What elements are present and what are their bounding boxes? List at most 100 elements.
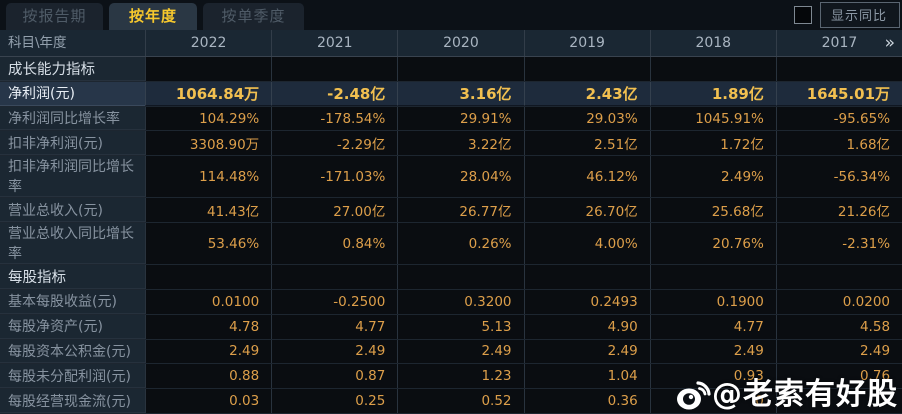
value-cell: 114.48% — [145, 156, 272, 198]
value-cell: 0.1900 — [649, 289, 776, 314]
tab-single-quarter[interactable]: 按单季度 — [203, 3, 304, 30]
value-cell — [271, 265, 398, 289]
row-label: 每股净资产(元) — [0, 314, 145, 339]
year-header-2022: 2022 — [145, 30, 271, 56]
value-cell: 4.77 — [649, 314, 776, 339]
value-cell: 2.49 — [775, 339, 902, 364]
value-cell: 2.49 — [649, 339, 776, 364]
value-cell: 29.03% — [523, 106, 650, 131]
value-cell: -2.31% — [775, 223, 902, 265]
more-years-chevron-icon[interactable]: » — [884, 33, 895, 53]
show-yoy-control: 显示同比 — [793, 2, 900, 28]
value-cell — [523, 265, 650, 289]
table-row: 净利润同比增长率 104.29% -178.54% 29.91% 29.03% 1045.… — [0, 106, 902, 132]
value-cell: 0.0200 — [775, 289, 902, 314]
value-cell: -171.03% — [271, 156, 398, 198]
value-cell: 26.70亿 — [523, 198, 650, 223]
value-cell: 4.90 — [523, 314, 650, 339]
table-row: 营业总收入(元) 41.43亿 27.00亿 26.77亿 26.70亿 25.68亿 21… — [0, 198, 902, 224]
row-label: 每股资本公积金(元) — [0, 339, 145, 364]
value-cell — [775, 57, 902, 81]
value-cell: 26.77亿 — [397, 198, 524, 223]
value-cell — [775, 389, 902, 413]
row-label: 扣非净利润(元) — [0, 131, 145, 156]
row-label: 营业总收入同比增长率 — [0, 223, 145, 265]
show-yoy-label[interactable]: 显示同比 — [819, 2, 900, 28]
value-cell — [145, 265, 272, 289]
value-cell: 3308.90万 — [145, 131, 272, 156]
row-label: 基本每股收益(元) — [0, 289, 145, 314]
corner-header-cell: 科目\年度 — [0, 30, 145, 56]
table-row: 扣非净利润同比增长率 114.48% -171.03% 28.04% 46.12% 2.4… — [0, 156, 902, 199]
value-cell: 0.26% — [397, 223, 524, 265]
value-cell: 46.12% — [523, 156, 650, 198]
value-cell: 53.46% — [145, 223, 272, 265]
section-row: 成长能力指标 — [0, 57, 902, 82]
row-label: 每股指标 — [0, 265, 145, 289]
value-cell: 0.2493 — [523, 289, 650, 314]
value-cell: 1.72亿 — [649, 131, 776, 156]
row-label: 成长能力指标 — [0, 57, 145, 81]
value-cell — [649, 57, 776, 81]
value-cell: -0.2500 — [271, 289, 398, 314]
value-cell: 3.22亿 — [397, 131, 524, 156]
value-cell: 1.23 — [397, 364, 524, 389]
value-cell: 0.36 — [523, 389, 650, 413]
value-cell: 25.68亿 — [649, 198, 776, 223]
value-cell: 41.43亿 — [145, 198, 272, 223]
year-header-2018: 2018 — [649, 30, 776, 56]
row-label: 营业总收入(元) — [0, 198, 145, 223]
value-cell: -2.29亿 — [271, 131, 398, 156]
value-cell: -178.54% — [271, 106, 398, 131]
value-cell: 4.58 — [775, 314, 902, 339]
value-cell — [397, 57, 524, 81]
show-yoy-checkbox[interactable] — [793, 6, 812, 24]
value-cell — [397, 265, 524, 289]
value-cell — [523, 57, 650, 81]
value-cell — [649, 265, 776, 289]
row-label: 扣非净利润同比增长率 — [0, 156, 145, 198]
value-cell: 1064.84万 — [145, 81, 272, 106]
value-cell: 0.25 — [271, 389, 398, 413]
value-cell: 2.49% — [649, 156, 776, 198]
value-cell — [775, 265, 902, 289]
tab-report-period[interactable]: 按报告期 — [6, 3, 103, 30]
value-cell — [271, 57, 398, 81]
table-row: 净利润(元) 1064.84万 -2.48亿 3.16亿 2.43亿 1.89亿 1645.… — [0, 81, 902, 107]
value-cell: 29.91% — [397, 106, 524, 131]
section-row: 每股指标 — [0, 265, 902, 290]
value-cell: 2.51亿 — [523, 131, 650, 156]
value-cell: 1.04 — [523, 364, 650, 389]
row-label: 每股经营现金流(元) — [0, 389, 145, 413]
value-cell: 0.3200 — [397, 289, 524, 314]
table-row: 每股净资产(元) 4.78 4.77 5.13 4.90 4.77 4.58 — [0, 314, 902, 340]
table-row: 营业总收入同比增长率 53.46% 0.84% 0.26% 4.00% 20.76% -2.… — [0, 223, 902, 266]
tab-annual[interactable]: 按年度 — [109, 3, 197, 30]
value-cell: 104.29% — [145, 106, 272, 131]
value-cell: 28.04% — [397, 156, 524, 198]
period-tabbar: 按报告期 按年度 按单季度 显示同比 — [0, 0, 902, 30]
row-label: 每股未分配利润(元) — [0, 364, 145, 389]
value-cell: 0.87 — [271, 364, 398, 389]
value-cell: 1645.01万 — [775, 81, 902, 106]
table-row: 每股经营现金流(元) 0.03 0.25 0.52 0.36 0 — [0, 389, 902, 414]
value-cell: 0.52 — [397, 389, 524, 413]
value-cell — [145, 57, 272, 81]
table-row: 基本每股收益(元) 0.0100 -0.2500 0.3200 0.2493 0.1900… — [0, 289, 902, 315]
value-cell: -95.65% — [775, 106, 902, 131]
year-header-2019: 2019 — [523, 30, 650, 56]
value-cell: 3.16亿 — [397, 81, 524, 106]
year-header-2020: 2020 — [397, 30, 523, 56]
value-cell: 21.26亿 — [775, 198, 902, 223]
value-cell: 0.93 — [649, 364, 776, 389]
table-header-row: 科目\年度 2022 2021 2020 2019 2018 2017» — [0, 30, 902, 57]
value-cell: 4.00% — [523, 223, 650, 265]
value-cell: 27.00亿 — [271, 198, 398, 223]
value-cell: -2.48亿 — [271, 81, 398, 106]
table-body: 成长能力指标 净利润(元) 1064.84万 -2.48亿 3.16亿 2.43亿 1.89… — [0, 57, 902, 414]
year-header-2021: 2021 — [271, 30, 397, 56]
value-cell: 20.76% — [649, 223, 776, 265]
value-cell: 0.84% — [271, 223, 398, 265]
value-cell: 0.76 — [775, 364, 902, 389]
value-cell: 2.49 — [397, 339, 524, 364]
